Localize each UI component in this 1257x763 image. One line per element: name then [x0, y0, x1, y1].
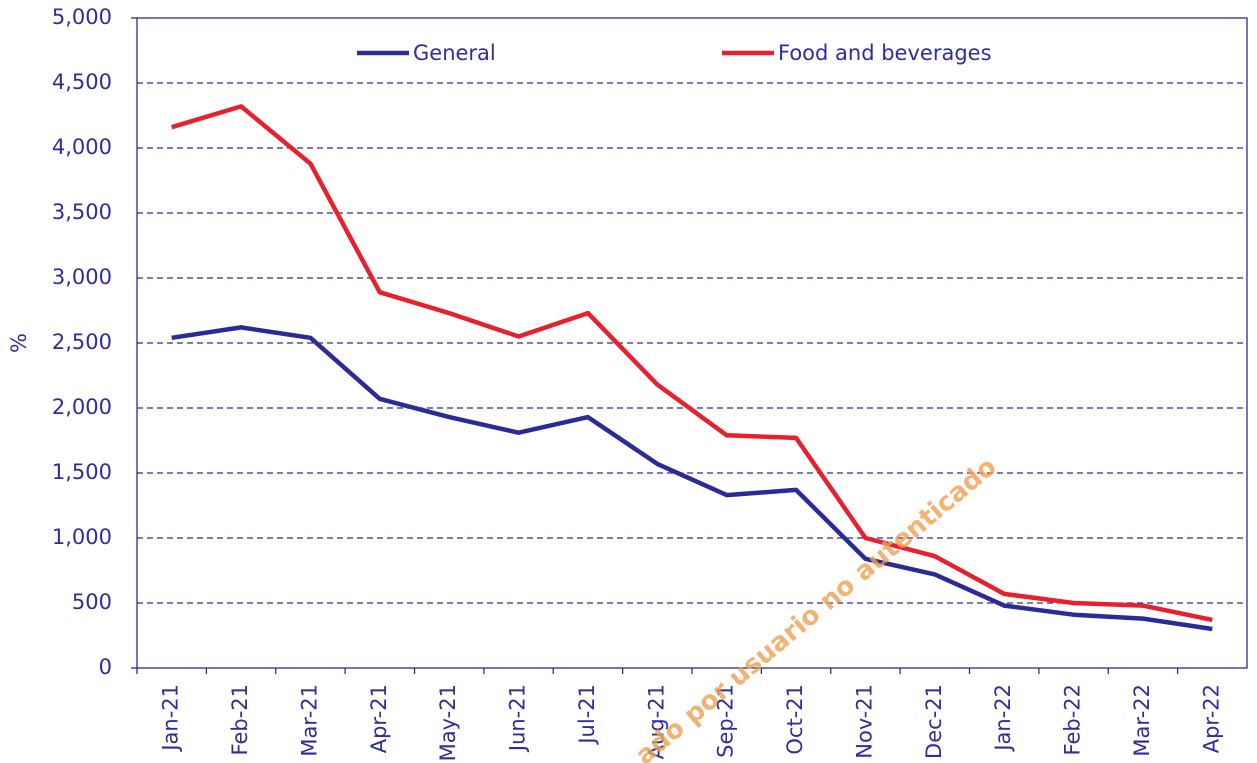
x-tick-label: Apr-22	[1199, 684, 1223, 753]
x-tick-label: Mar-22	[1130, 684, 1154, 757]
x-tick-label: Nov-21	[852, 684, 876, 759]
x-tick-label: Aug-21	[644, 684, 668, 759]
y-tick-label: 3,000	[52, 265, 112, 289]
legend-label: General	[413, 41, 496, 65]
y-axis-label: %	[7, 333, 31, 353]
x-tick-label: Jul-21	[575, 684, 599, 746]
x-tick-label: Jun-21	[506, 684, 530, 753]
x-tick-label: May-21	[436, 684, 460, 761]
y-tick-label: 3,500	[52, 200, 112, 224]
watermark: ado por usuario no autenticado	[630, 452, 1002, 763]
y-tick-label: 1,500	[52, 460, 112, 484]
y-tick-label: 500	[72, 590, 112, 614]
legend-label: Food and beverages	[778, 41, 992, 65]
x-tick-label: Apr-21	[367, 684, 391, 753]
y-tick-label: 5,000	[52, 5, 112, 29]
data-line	[171, 325, 1213, 632]
x-tick-label: Jan-21	[159, 684, 183, 753]
x-tick-label: Feb-21	[228, 684, 252, 755]
x-tick-label: Feb-22	[1061, 684, 1085, 755]
x-tick-label: Dec-21	[922, 684, 946, 759]
data-line	[171, 104, 1213, 623]
y-tick-label: 2,500	[52, 330, 112, 354]
y-tick-label: 0	[99, 655, 112, 679]
y-tick-label: 4,000	[52, 135, 112, 159]
y-tick-label: 1,000	[52, 525, 112, 549]
y-tick-label: 2,000	[52, 395, 112, 419]
x-tick-label: Oct-21	[783, 684, 807, 755]
y-tick-label: 4,500	[52, 70, 112, 94]
x-tick-label: Mar-21	[297, 684, 321, 757]
x-tick-label: Jan-22	[991, 684, 1015, 753]
x-tick-label: Sep-21	[714, 684, 738, 758]
